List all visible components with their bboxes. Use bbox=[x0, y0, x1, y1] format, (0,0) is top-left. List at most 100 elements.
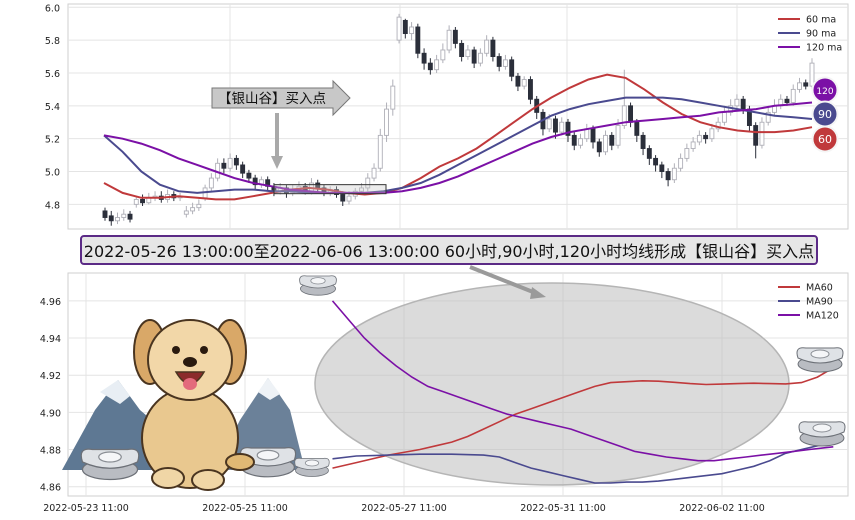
candle-body bbox=[140, 198, 145, 204]
candle-body bbox=[571, 134, 577, 146]
callout-label: 【银山谷】买入点 bbox=[218, 91, 326, 107]
top-legend: 60 ma 90 ma 120 ma bbox=[778, 15, 842, 54]
dog-eye-left bbox=[172, 346, 180, 354]
candle-body bbox=[615, 125, 621, 146]
ingot-left bbox=[80, 448, 140, 481]
candle-body bbox=[790, 88, 796, 103]
top-ytick-label: 5.2 bbox=[45, 135, 60, 146]
candle-body bbox=[678, 157, 684, 169]
legend-label-ma90: 90 ma bbox=[806, 29, 836, 40]
bottom-legend-label-ma90: MA90 bbox=[806, 297, 833, 308]
ingot-floating-1 bbox=[299, 275, 337, 296]
candle-body bbox=[208, 177, 214, 189]
candle-body bbox=[709, 128, 715, 140]
ingot-floating-2 bbox=[294, 457, 330, 477]
candle-body bbox=[196, 203, 202, 209]
candle-body bbox=[684, 148, 690, 159]
bottom-legend-label-ma60: MA60 bbox=[806, 283, 833, 294]
candle-body bbox=[252, 177, 258, 186]
bottom-xtick-label: 2022-05-25 11:00 bbox=[202, 503, 288, 514]
top-ytick-label: 5.0 bbox=[45, 168, 60, 179]
candle-body bbox=[753, 125, 759, 146]
buy-point-banner: 2022-05-26 13:00:00至2022-06-06 13:00:00 … bbox=[80, 235, 818, 265]
bottom-xtick-label: 2022-05-23 11:00 bbox=[43, 503, 129, 514]
top-ytick-label: 4.8 bbox=[45, 200, 60, 211]
candle-body bbox=[452, 29, 458, 44]
candle-body bbox=[502, 59, 508, 67]
dog-tail bbox=[225, 453, 255, 471]
bottom-ytick-label: 4.88 bbox=[40, 446, 61, 457]
bottom-legend-label-ma120: MA120 bbox=[806, 311, 839, 322]
candle-body bbox=[115, 217, 120, 222]
candle-body bbox=[809, 62, 815, 87]
mountain-left-snow bbox=[100, 380, 130, 404]
ingot-floating-4 bbox=[798, 421, 846, 447]
candle-body bbox=[484, 39, 490, 54]
dog-tongue bbox=[183, 378, 197, 390]
candle-body bbox=[446, 29, 452, 51]
candle-body bbox=[784, 98, 790, 103]
candle-body bbox=[121, 213, 127, 218]
candle-body bbox=[634, 121, 640, 136]
ma-line-ma120 bbox=[103, 101, 813, 194]
bottom-ytick-label: 4.86 bbox=[40, 483, 61, 494]
ma-line-ma60 bbox=[103, 73, 813, 201]
candle-body bbox=[183, 210, 189, 215]
candle-body bbox=[596, 141, 602, 153]
candle-body bbox=[603, 134, 608, 153]
ma-badge-60 bbox=[811, 125, 839, 153]
candle-body bbox=[409, 26, 415, 35]
candle-body bbox=[671, 167, 677, 181]
dog-illustration bbox=[133, 319, 255, 491]
candle-body bbox=[765, 111, 771, 123]
ingot-dome bbox=[310, 277, 326, 285]
candle-body bbox=[696, 134, 702, 143]
candle-body bbox=[346, 195, 352, 202]
candle-body bbox=[440, 49, 446, 61]
candle-body bbox=[434, 59, 440, 71]
callout-pointer-head bbox=[271, 156, 283, 169]
dog-nose bbox=[183, 357, 197, 367]
candle-body bbox=[371, 167, 377, 179]
legend-label-ma60: 60 ma bbox=[806, 15, 836, 26]
candle-body bbox=[553, 118, 558, 133]
detail-line-ma60 bbox=[332, 367, 834, 469]
candle-body bbox=[797, 82, 802, 90]
candle-body bbox=[402, 19, 408, 35]
candle-body bbox=[459, 42, 465, 58]
ingot-dome bbox=[304, 459, 320, 467]
candle-body bbox=[646, 148, 652, 159]
candle-body bbox=[233, 157, 239, 166]
candle-body bbox=[365, 177, 371, 189]
candle-body bbox=[578, 138, 583, 146]
buy-point-banner-text: 2022-05-26 13:00:00至2022-06-06 13:00:00 … bbox=[83, 242, 815, 261]
ingot-floating-3 bbox=[796, 347, 844, 373]
candle-body bbox=[421, 52, 427, 64]
candle-body bbox=[509, 59, 515, 77]
ingot-dome bbox=[256, 449, 280, 461]
candle-body bbox=[246, 172, 252, 179]
legend-label-ma120: 120 ma bbox=[806, 43, 842, 54]
crossover-pointer bbox=[469, 265, 539, 296]
callout-pointer-shaft bbox=[275, 113, 279, 157]
candle-body bbox=[640, 134, 646, 149]
candle-body bbox=[477, 52, 483, 64]
candle-body bbox=[621, 105, 627, 126]
candle-body bbox=[127, 213, 133, 220]
candle-body bbox=[628, 105, 634, 123]
mountain-right-snow bbox=[258, 378, 280, 400]
candle-body bbox=[521, 79, 527, 87]
candle-body bbox=[490, 39, 496, 58]
candle-body bbox=[665, 171, 671, 181]
candle-body bbox=[590, 128, 596, 143]
ma-badge-label: 90 bbox=[818, 108, 832, 121]
detail-line-ma90 bbox=[332, 441, 834, 484]
candle-body bbox=[703, 134, 709, 140]
candle-body bbox=[359, 187, 364, 192]
ma-badge-label: 120 bbox=[816, 87, 833, 97]
top-ytick-label: 5.8 bbox=[45, 36, 60, 47]
candle-body bbox=[759, 121, 765, 146]
candle-body bbox=[108, 215, 114, 222]
candle-body bbox=[390, 85, 396, 110]
